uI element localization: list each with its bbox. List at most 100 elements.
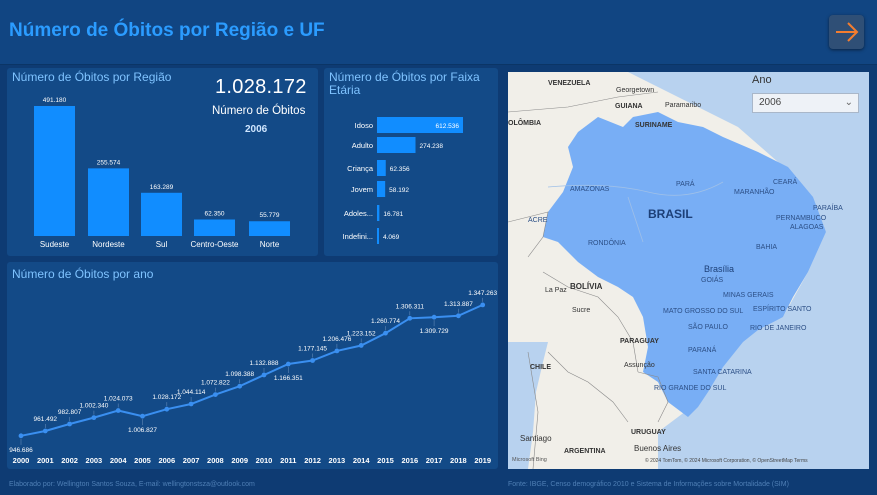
map-label: ESPÍRITO SANTO (753, 306, 812, 313)
year-filter-dropdown[interactable]: 2006 ⌄ (752, 93, 859, 113)
map-label: La Paz (545, 287, 567, 294)
map-brand: Microsoft Bing (512, 457, 547, 463)
region-category-label: Sul (156, 240, 168, 249)
year-value-label: 982.807 (58, 409, 82, 416)
map-label: BRASIL (648, 207, 693, 221)
map-label: Georgetown (616, 87, 655, 94)
map-label: PARANÁ (688, 347, 717, 354)
region-bar-value: 491.180 (43, 97, 67, 104)
year-tick-label: 2019 (474, 456, 491, 465)
age-category-label: Adoles... (344, 209, 373, 218)
year-point (164, 406, 170, 412)
map-label: Assunção (624, 362, 655, 369)
age-bar-value: 4.069 (383, 234, 400, 241)
year-point (115, 408, 121, 413)
region-category-label: Nordeste (92, 240, 125, 249)
year-point (67, 421, 72, 427)
map-label: ARGENTINA (564, 448, 606, 455)
region-bar (34, 106, 75, 236)
age-bar (377, 181, 386, 197)
age-category-label: Jovem (351, 185, 373, 194)
year-point (285, 361, 291, 367)
year-value-label: 1.306.311 (396, 303, 425, 310)
region-bar (249, 221, 290, 236)
year-tick-label: 2005 (134, 456, 151, 465)
year-point (261, 372, 267, 378)
year-tick-label: 2013 (329, 456, 346, 465)
year-series-line (20, 303, 484, 437)
map-label: Brasília (704, 264, 735, 274)
age-category-label: Indefini... (343, 232, 373, 241)
age-bar-value: 58.192 (389, 187, 409, 194)
region-bar-value: 163.289 (150, 184, 174, 191)
year-point (431, 314, 437, 320)
region-category-label: Centro-Oeste (190, 240, 239, 249)
region-bar-chart: 491.180 Sudeste 255.574 Nordeste 163.289 Sul 6… (34, 97, 290, 249)
year-point (407, 315, 413, 321)
map-label: CHILE (530, 364, 551, 371)
map-label: PERNAMBUCO (776, 215, 827, 222)
kpi-label: Número de Óbitos (212, 105, 306, 117)
year-point (358, 343, 364, 348)
age-category-label: Adulto (352, 141, 373, 150)
map[interactable]: VENEZUELA Georgetown GUIANA Paramaribo S… (508, 72, 869, 469)
kpi-year: 2006 (245, 124, 268, 135)
region-category-label: Norte (260, 240, 280, 249)
map-label: PARÁ (676, 181, 695, 188)
year-tick-label: 2014 (353, 456, 371, 465)
footer-author: Elaborado por: Wellington Santos Souza, … (9, 481, 255, 488)
map-label: MARANHÃO (734, 189, 775, 196)
year-value-label: 1.028.172 (152, 394, 181, 401)
year-value-label: 1.132.888 (250, 360, 279, 367)
year-tick-label: 2009 (231, 456, 248, 465)
map-label: VENEZUELA (548, 80, 591, 87)
year-tick-label: 2004 (110, 456, 128, 465)
year-line-chart: 946.686 2000 961.492 2001 982.807 2002 1.002.3… (9, 290, 497, 465)
year-value-label: 1.347.263 (468, 290, 497, 297)
year-panel (7, 262, 498, 469)
year-value-label: 1.044.114 (177, 389, 206, 396)
age-bar (377, 117, 463, 133)
year-tick-label: 2000 (13, 456, 30, 465)
year-value-label: 1.098.388 (225, 371, 254, 378)
region-category-label: Sudeste (40, 240, 70, 249)
age-bar-value: 612.536 (436, 123, 460, 130)
map-label: CEARÁ (773, 179, 798, 186)
arrow-right-icon (836, 22, 859, 42)
map-label: SANTA CATARINA (693, 369, 752, 376)
map-label: Paramaribo (665, 102, 702, 109)
map-label: GOIÁS (701, 277, 724, 284)
map-canvas (508, 72, 869, 469)
header: Número de Óbitos por Região e UF (0, 0, 877, 65)
age-bar-chart: 612.536 Idoso 274.238 Adulto 62.356 Criança 58… (343, 117, 463, 244)
map-label: GUIANA (615, 103, 643, 110)
region-bar-value: 255.574 (97, 159, 121, 166)
map-label: Buenos Aires (634, 444, 682, 453)
year-value-label: 1.309.729 (420, 328, 449, 335)
year-value-label: 1.206.476 (322, 336, 351, 343)
kpi-value: 1.028.172 (215, 76, 307, 98)
region-bar (88, 168, 129, 236)
year-value-label: 1.166.351 (274, 375, 303, 382)
next-page-button[interactable] (829, 15, 864, 49)
year-tick-label: 2002 (61, 456, 78, 465)
year-chart-title: Número de Óbitos por ano (12, 267, 154, 281)
chevron-down-icon: ⌄ (844, 97, 853, 108)
region-bar-value: 55.779 (260, 212, 280, 219)
map-label: PARAÍBA (813, 205, 843, 212)
map-label: ALAGOAS (790, 224, 824, 231)
age-category-label: Criança (347, 164, 374, 173)
footer-source: Fonte: IBGE, Censo demográfico 2010 e Si… (508, 481, 789, 488)
page-title: Número de Óbitos por Região e UF (9, 20, 325, 41)
year-tick-label: 2017 (426, 456, 443, 465)
year-point (383, 330, 388, 336)
brazil-region[interactable] (543, 112, 826, 417)
year-tick-label: 2010 (256, 456, 273, 465)
year-point (480, 302, 486, 308)
year-point (42, 428, 48, 434)
map-label: ACRE (528, 217, 548, 224)
year-tick-label: 2006 (158, 456, 175, 465)
year-filter-value: 2006 (759, 97, 782, 108)
year-tick-label: 2008 (207, 456, 224, 465)
age-panel (324, 68, 498, 256)
